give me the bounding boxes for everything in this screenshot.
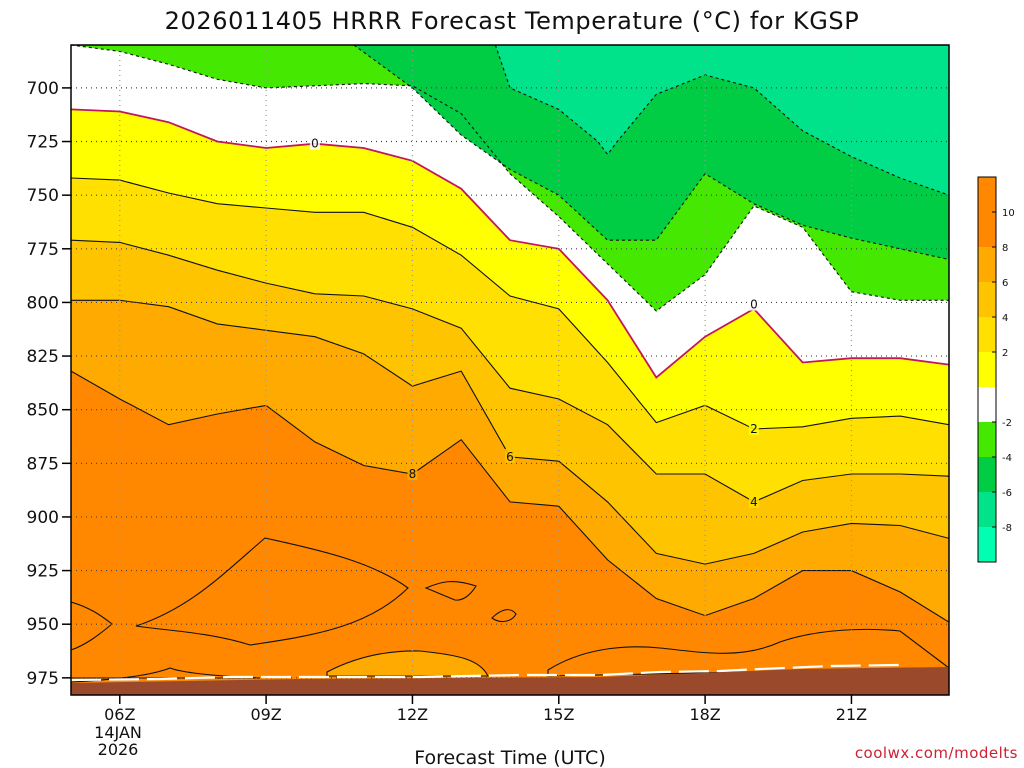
terrain-ground	[71, 667, 949, 695]
colorbar-swatch-0	[978, 352, 996, 387]
isotherm--6	[494, 45, 949, 196]
isotherm-2	[71, 177, 949, 430]
y-tick-label: 925	[27, 562, 59, 582]
y-tick-label: 725	[27, 133, 59, 153]
temperature-bands	[71, 45, 949, 623]
x-axis-label: Forecast Time (UTC)	[414, 747, 605, 768]
colorbar-swatch-6	[978, 247, 996, 282]
plot-area: 0 0 2 4 6 8	[71, 45, 949, 695]
contour-label: 4	[750, 495, 758, 509]
contour-label-bg	[748, 493, 759, 508]
contour-label: 0	[311, 137, 319, 151]
colorbar-swatch-2	[978, 317, 996, 352]
warm-pocket-14z	[491, 609, 517, 623]
date-label-day: 14JAN	[94, 723, 142, 742]
y-tick-label: 700	[27, 79, 59, 99]
contour-label-bg	[407, 466, 418, 481]
y-tick-label: 850	[27, 401, 59, 421]
isotherm-0	[71, 108, 949, 379]
y-axis: 700 725 750 775 800 825 850 875 900 925 950 975	[27, 79, 71, 689]
isotherm-4	[71, 239, 949, 503]
gridlines	[71, 45, 949, 695]
colorbar-swatch--4	[978, 422, 996, 457]
x-tick-label: 09Z	[250, 705, 281, 724]
colorbar-swatch-4	[978, 282, 996, 317]
warm-pocket-09z	[135, 537, 409, 646]
isotherm-lines	[71, 45, 949, 623]
colorbar-tick-label: 6	[1002, 278, 1008, 289]
chart-title: 2026011405 HRRR Forecast Temperature (°C…	[165, 7, 860, 35]
contour-label: 8	[409, 467, 417, 481]
contour-label-bg	[309, 135, 320, 150]
band-below--4	[71, 45, 949, 260]
colorbar-frame	[977, 176, 997, 563]
contour-label-bg	[748, 296, 759, 311]
y-tick-label: 800	[27, 293, 59, 313]
y-tick-label: 950	[27, 615, 59, 635]
colorbar-tick-label: 10	[1002, 208, 1015, 219]
colorbar-swatch-10	[978, 177, 996, 212]
colorbar-tick-label: -8	[1002, 523, 1012, 534]
warm-pocket-afternoon	[547, 628, 949, 677]
credit-text: coolwx.com/modelts	[855, 744, 1018, 762]
colorbar-tick-label: -2	[1002, 418, 1012, 429]
y-tick-label: 775	[27, 240, 59, 260]
contour-label-bg	[748, 420, 759, 435]
colorbar-tick-label: 2	[1002, 348, 1008, 359]
colorbar-swatch-8	[978, 212, 996, 247]
isotherm-8	[71, 370, 949, 623]
surface-marker-line	[71, 663, 901, 682]
y-tick-label: 975	[27, 669, 59, 689]
isotherm--4	[353, 45, 949, 261]
colorbar-swatch--2	[978, 387, 996, 422]
date-label-year: 2026	[98, 740, 139, 759]
cool-pocket-11z	[326, 650, 489, 677]
colorbar-swatch--10	[978, 527, 996, 562]
x-axis: 06Z 09Z 12Z 15Z 18Z 21Z	[104, 695, 867, 724]
plot-frame	[70, 44, 950, 696]
y-tick-label: 875	[27, 454, 59, 474]
colorbar-tick-label: 8	[1002, 243, 1008, 254]
colorbar-tick-label: -4	[1002, 453, 1012, 464]
colorbar: 10 8 6 4 2 -2 -4 -6 -8	[977, 176, 1015, 563]
y-tick-label: 900	[27, 508, 59, 528]
x-tick-label: 18Z	[689, 705, 720, 724]
colorbar-tick-label: 4	[1002, 313, 1008, 324]
isotherm--2	[71, 45, 949, 312]
warm-pocket-13z	[424, 580, 477, 601]
contour-label: 0	[750, 298, 758, 312]
x-tick-label: 06Z	[104, 705, 135, 724]
band-below--6	[71, 45, 949, 196]
contour-label: 2	[750, 422, 758, 436]
x-tick-label: 15Z	[543, 705, 574, 724]
colorbar-swatch--8	[978, 492, 996, 527]
colorbar-tick-label: -6	[1002, 488, 1012, 499]
contour-labels: 0 0 2 4 6 8	[309, 135, 759, 509]
x-tick-label: 12Z	[397, 705, 428, 724]
small-closed-contours	[71, 537, 949, 683]
y-tick-label: 750	[27, 186, 59, 206]
x-tick-label: 21Z	[836, 705, 867, 724]
contour-label: 6	[506, 450, 514, 464]
colorbar-swatch--6	[978, 457, 996, 492]
contour-label-bg	[505, 448, 515, 463]
y-tick-label: 825	[27, 347, 59, 367]
